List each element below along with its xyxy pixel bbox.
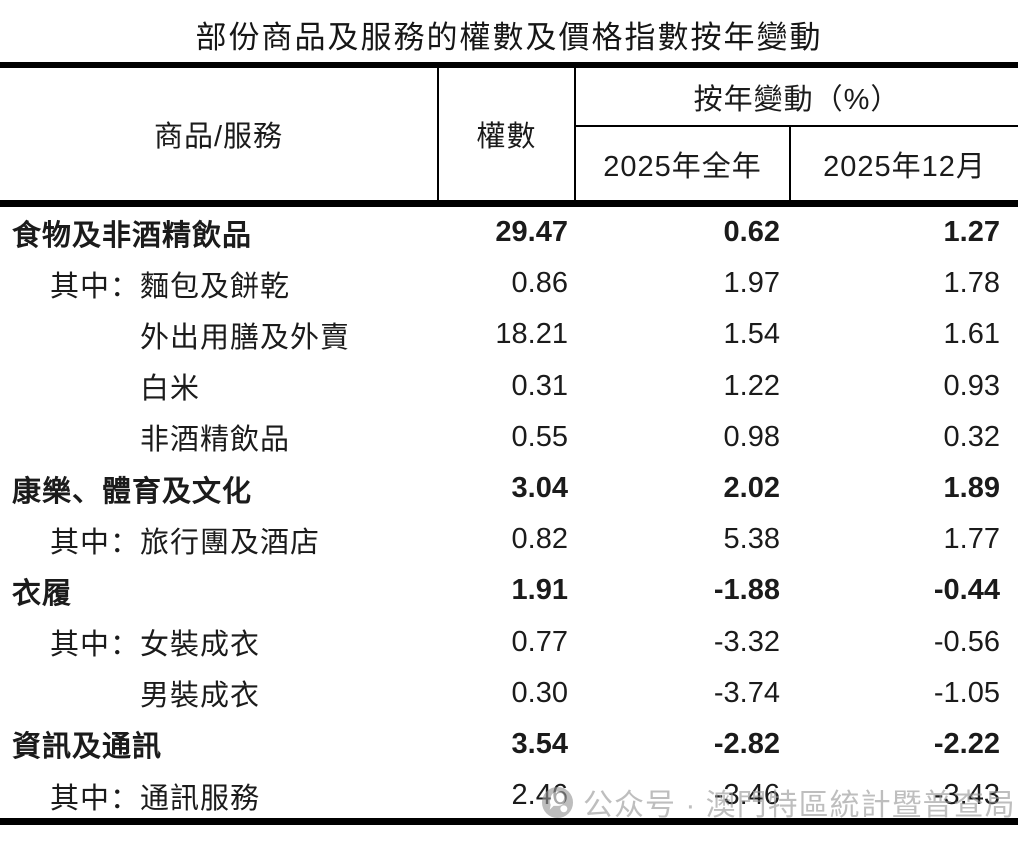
row-label: 食物及非酒精飲品: [12, 219, 253, 252]
table-row: 男裝成衣 0.30 -3.74 -1.05: [0, 668, 1018, 719]
column-header-2025-annual: 2025年全年: [576, 127, 789, 200]
table-row: 其中：旅行團及酒店 0.82 5.38 1.77: [0, 514, 1018, 565]
row-december-value: -0.56: [933, 625, 1000, 658]
row-label: 其中：女裝成衣: [50, 629, 261, 662]
row-annual-value: -2.82: [713, 727, 780, 760]
row-weight-value: 0.86: [511, 267, 568, 300]
row-weight-value: 0.77: [511, 625, 568, 658]
row-december-value: 1.77: [943, 523, 1000, 556]
table-row: 其中：通訊服務 2.46 -3.46 -3.43: [0, 770, 1018, 821]
table-row: 其中：麵包及餅乾 0.86 1.97 1.78: [0, 258, 1018, 309]
row-label: 其中：通訊服務: [50, 782, 261, 815]
table-row: 非酒精飲品 0.55 0.98 0.32: [0, 412, 1018, 463]
row-label: 康樂、體育及文化: [12, 475, 253, 508]
table-top-rule: [0, 62, 1018, 68]
row-december-value: 0.32: [943, 420, 1000, 453]
row-december-value: -2.22: [933, 727, 1000, 760]
table-body: 食物及非酒精飲品 29.47 0.62 1.27 其中：麵包及餅乾 0.86 1…: [0, 207, 1018, 821]
table-row: 外出用膳及外賣 18.21 1.54 1.61: [0, 309, 1018, 360]
table-row: 資訊及通訊 3.54 -2.82 -2.22: [0, 719, 1018, 770]
header-divider-vertical-2: [574, 68, 576, 200]
row-annual-value: 2.02: [723, 472, 780, 505]
table-row: 康樂、體育及文化 3.04 2.02 1.89: [0, 463, 1018, 514]
row-weight-value: 0.55: [511, 420, 568, 453]
page-title: 部份商品及服務的權數及價格指數按年變動: [195, 20, 823, 55]
row-weight-value: 18.21: [495, 318, 568, 351]
row-weight-value: 2.46: [511, 779, 568, 812]
row-december-value: -0.44: [933, 574, 1000, 607]
row-label: 外出用膳及外賣: [140, 321, 351, 354]
column-header-product: 商品/服務: [0, 68, 437, 200]
table-bottom-rule: [0, 818, 1018, 825]
row-label: 男裝成衣: [140, 680, 261, 713]
row-weight-value: 0.82: [511, 523, 568, 556]
row-december-value: 0.93: [943, 369, 1000, 402]
header-divider-vertical-1: [437, 68, 439, 200]
header-subdivider-horizontal: [576, 125, 1018, 127]
row-weight-value: 1.91: [511, 574, 568, 607]
row-label: 白米: [140, 373, 201, 406]
row-december-value: 1.27: [943, 216, 1000, 249]
row-label: 其中：麵包及餅乾: [50, 270, 291, 303]
row-label: 資訊及通訊: [12, 731, 163, 764]
row-label: 其中：旅行團及酒店: [50, 526, 321, 559]
row-december-value: 1.78: [943, 267, 1000, 300]
row-annual-value: 1.54: [723, 318, 780, 351]
row-annual-value: -3.46: [713, 779, 780, 812]
table-row: 其中：女裝成衣 0.77 -3.32 -0.56: [0, 617, 1018, 668]
row-annual-value: 5.38: [723, 523, 780, 556]
row-december-value: -1.05: [933, 676, 1000, 709]
row-december-value: 1.89: [943, 472, 1000, 505]
table-row: 衣履 1.91 -1.88 -0.44: [0, 565, 1018, 616]
column-header-2025-december: 2025年12月: [791, 127, 1018, 200]
row-label: 非酒精飲品: [140, 424, 291, 457]
row-weight-value: 29.47: [495, 216, 568, 249]
row-annual-value: 0.98: [723, 420, 780, 453]
column-header-yoy-change: 按年變動（%）: [576, 68, 1018, 125]
row-weight-value: 0.31: [511, 369, 568, 402]
row-annual-value: 1.22: [723, 369, 780, 402]
table-row: 白米 0.31 1.22 0.93: [0, 361, 1018, 412]
header-subdivider-vertical: [789, 127, 791, 200]
row-weight-value: 3.54: [511, 727, 568, 760]
column-header-weight: 權數: [439, 68, 574, 200]
row-label: 衣履: [12, 577, 73, 610]
row-annual-value: -3.74: [713, 676, 780, 709]
table-row: 食物及非酒精飲品 29.47 0.62 1.27: [0, 207, 1018, 258]
row-weight-value: 3.04: [511, 472, 568, 505]
row-annual-value: 0.62: [723, 216, 780, 249]
row-annual-value: -1.88: [713, 574, 780, 607]
header-bottom-rule: [0, 200, 1018, 207]
row-annual-value: -3.32: [713, 625, 780, 658]
row-annual-value: 1.97: [723, 267, 780, 300]
row-december-value: -3.43: [933, 779, 1000, 812]
row-december-value: 1.61: [943, 318, 1000, 351]
row-weight-value: 0.30: [511, 676, 568, 709]
